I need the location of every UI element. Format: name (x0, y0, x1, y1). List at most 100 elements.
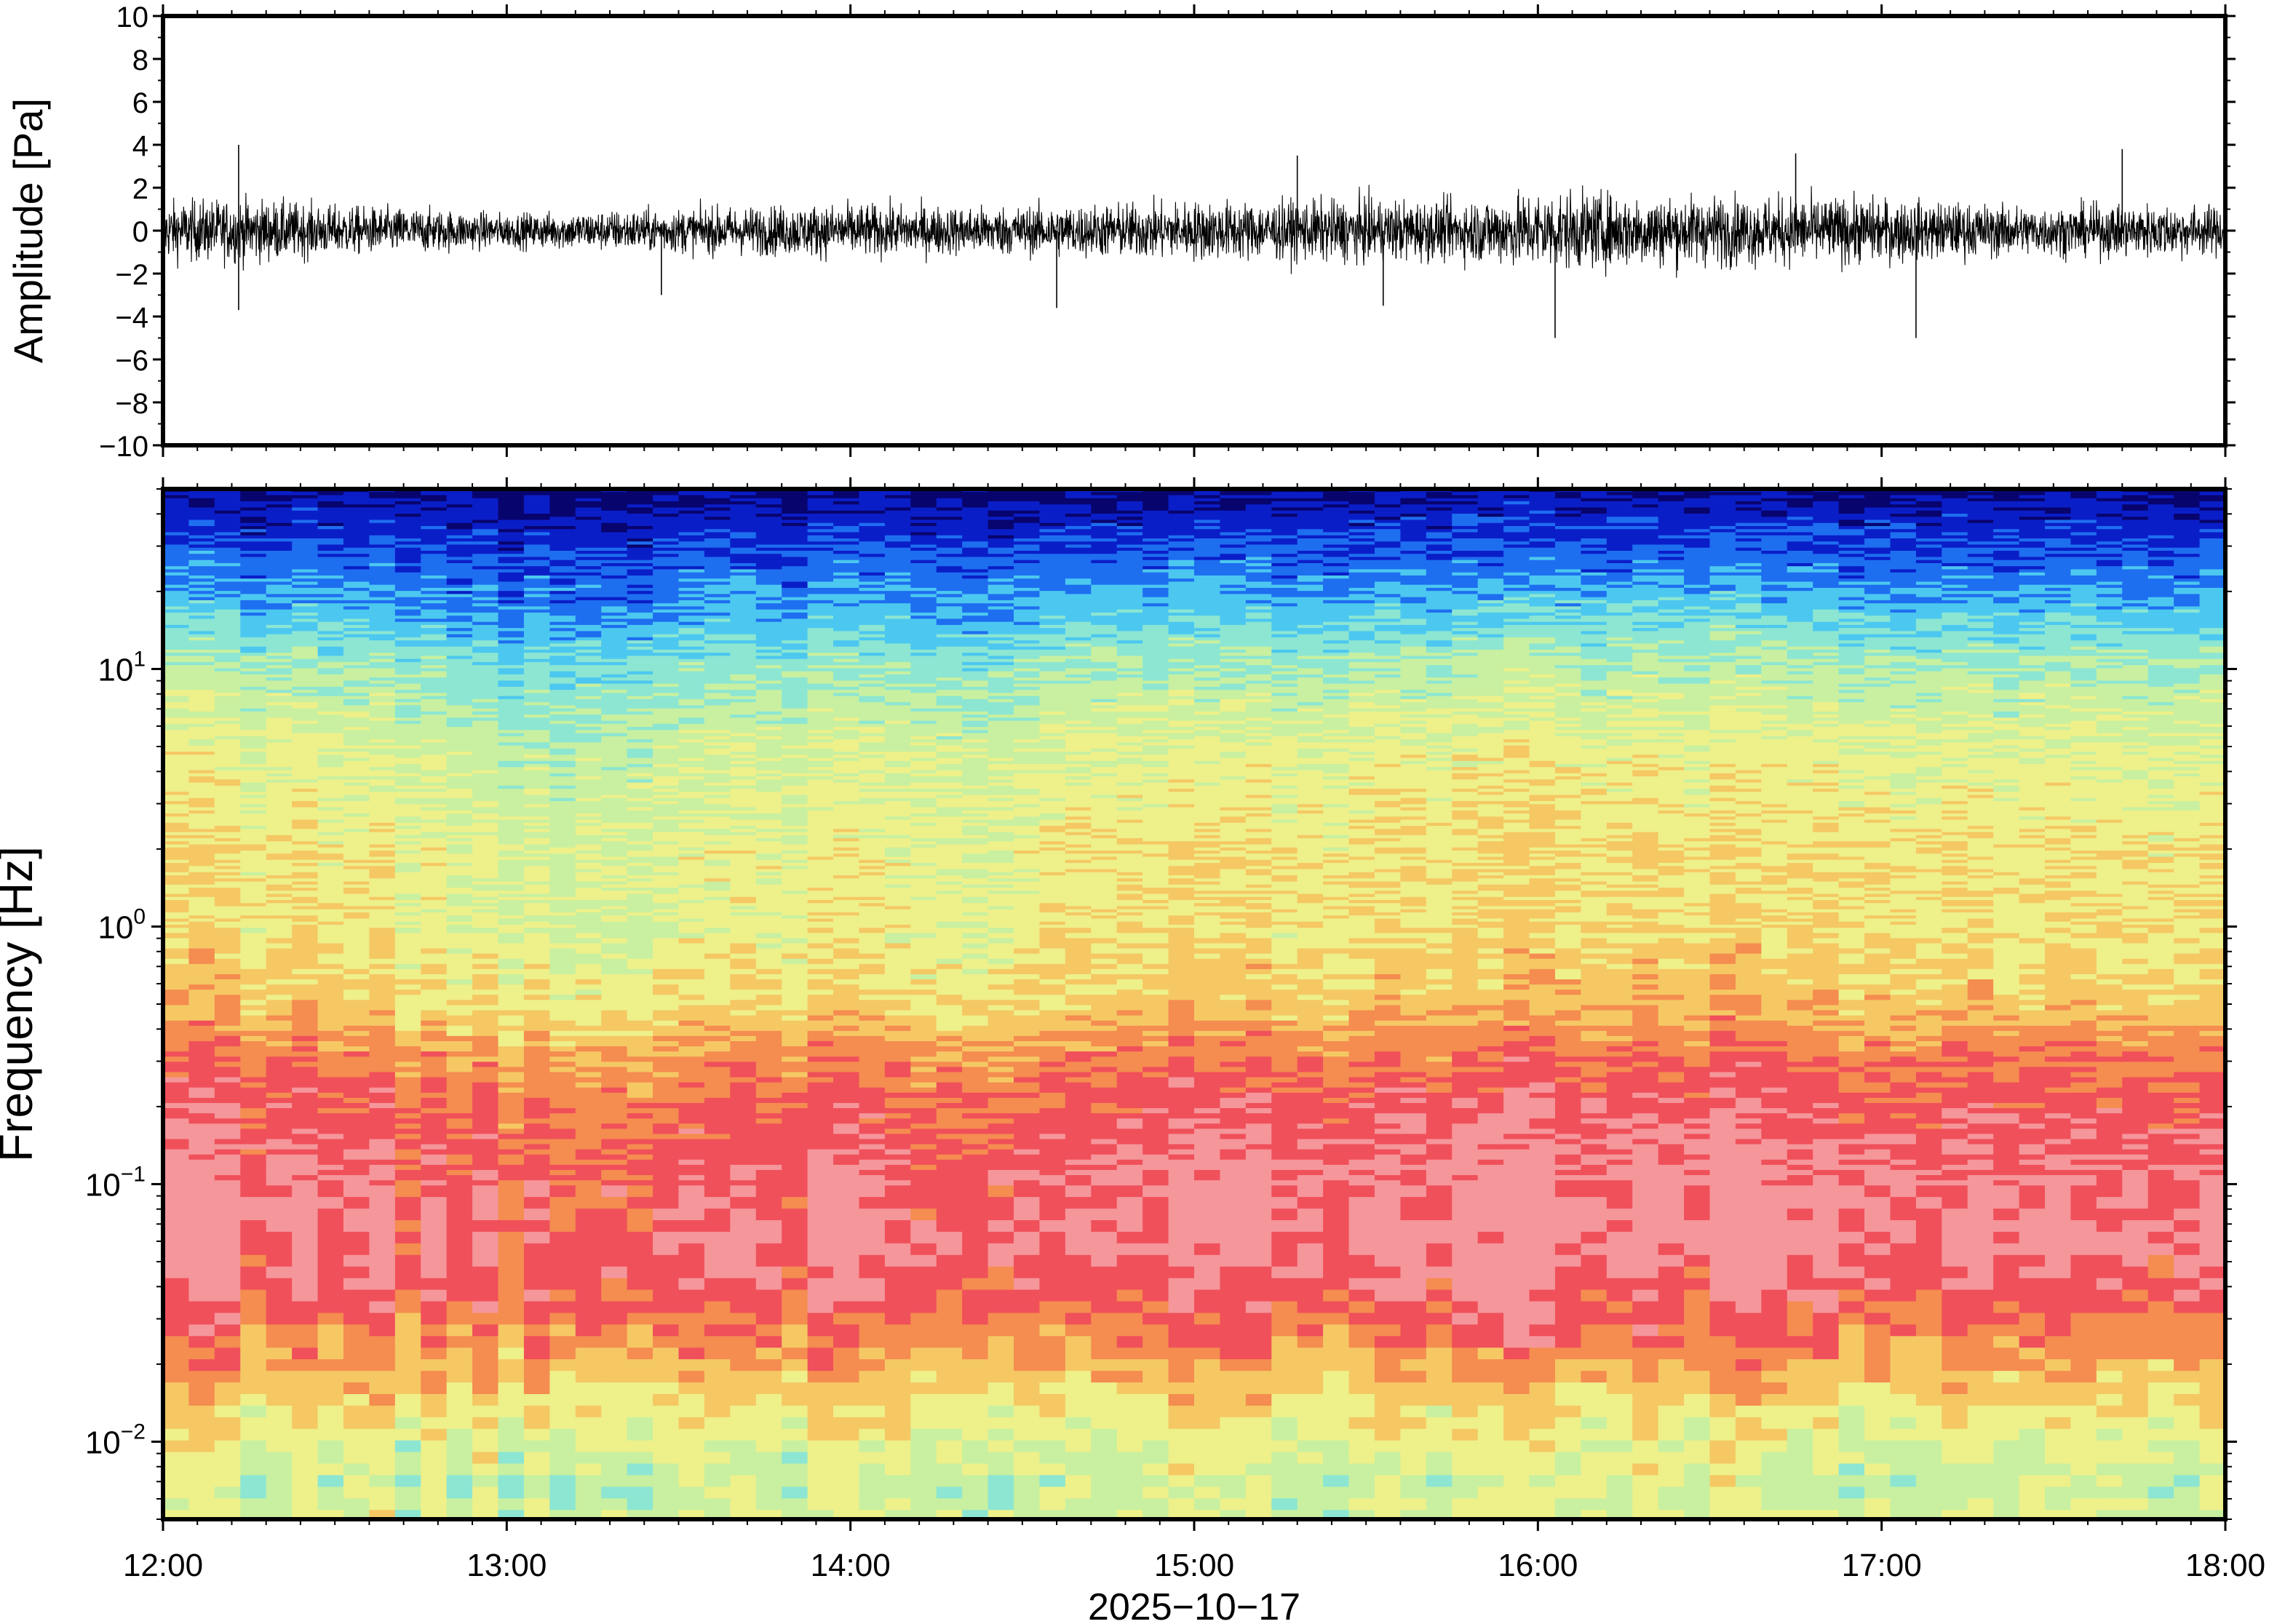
spectrogram-cell (266, 785, 293, 789)
spectrogram-cell (704, 547, 731, 552)
spectrogram-cell (214, 711, 241, 715)
spectrogram-cell (369, 1134, 396, 1140)
spectrogram-cell (601, 782, 628, 787)
spectrogram-cell (343, 1102, 370, 1109)
spectrogram-cell (446, 1056, 473, 1062)
spectrogram-cell (601, 1077, 628, 1083)
spectrogram-cell (188, 1209, 215, 1221)
spectrogram-cell (394, 1046, 421, 1052)
spectrogram-cell (678, 1164, 705, 1171)
spectrogram-cell (653, 708, 680, 712)
spectrogram-cell (601, 535, 628, 539)
spectrogram-cell (627, 557, 653, 561)
spectrogram-cell (421, 591, 448, 595)
spectrogram-cell (343, 513, 370, 517)
spectrogram-cell (653, 1040, 680, 1047)
spectrogram-cell (523, 1289, 550, 1302)
spectrogram-cell (472, 658, 499, 663)
spectrogram-cell (523, 878, 550, 883)
spectrogram-cell (678, 909, 705, 913)
spectrogram-cell (343, 938, 370, 944)
spectrogram-cell (575, 1417, 602, 1430)
spectrogram-cell (421, 653, 448, 656)
spectrogram-cell (575, 690, 602, 693)
spectrogram-cell (523, 674, 550, 678)
spectrogram-cell (678, 1185, 705, 1198)
spectrogram-cell (627, 1220, 653, 1233)
spectrogram-cell (421, 686, 448, 690)
spectrogram-cell (653, 968, 680, 975)
spectrogram-cell (523, 566, 550, 570)
spectrogram-cell (394, 698, 421, 703)
spectrogram-cell (317, 1185, 344, 1198)
spectrogram-cell (343, 532, 370, 536)
spectrogram-cell (627, 1118, 653, 1124)
spectrogram-cell (678, 1025, 705, 1032)
spectrogram-cell (188, 1062, 215, 1067)
spectrogram-cell (446, 789, 473, 792)
spectrogram-cell (549, 773, 576, 777)
spectrogram-cell (446, 1154, 473, 1161)
spectrogram-cell (421, 1020, 448, 1027)
spectrogram-cell (653, 1020, 680, 1027)
spectrogram-cell (292, 829, 319, 833)
spectrogram-cell (163, 1097, 190, 1104)
spectrogram-cell (472, 915, 499, 920)
spectrogram-cell (317, 609, 344, 613)
spectrogram-cell (394, 1159, 421, 1166)
spectrogram-cell (163, 912, 190, 916)
spectrogram-cell (292, 891, 319, 895)
spectrogram-cell (678, 896, 705, 901)
spectrogram-cell (678, 789, 705, 792)
spectrogram-cell (627, 591, 653, 595)
spectrogram-cell (317, 1010, 344, 1016)
spectrogram-cell (214, 1220, 241, 1233)
spectrogram-cell (266, 575, 293, 579)
spectrogram-cell (653, 686, 680, 690)
spectrogram-cell (704, 835, 731, 839)
spectrogram-cell (601, 1313, 628, 1325)
spectrogram-cell (292, 1010, 319, 1016)
spectrogram-cell (317, 829, 344, 833)
spectrogram-cell (446, 773, 473, 777)
spectrogram-cell (549, 915, 576, 920)
spectrogram-cell (627, 1289, 653, 1302)
spectrogram-cell (523, 1220, 550, 1233)
spectrogram-cell (601, 1056, 628, 1062)
spectrogram-cell (240, 872, 267, 876)
spectrogram-cell (523, 569, 550, 573)
spectrogram-cell (266, 1077, 293, 1083)
spectrogram-cell (369, 529, 396, 533)
spectrogram-cell (343, 653, 370, 656)
spectrogram-cell (627, 1040, 653, 1047)
spectrogram-cell (523, 618, 550, 623)
spectrogram-cell (446, 1108, 473, 1114)
spectrogram-cell (266, 1097, 293, 1104)
spectrogram-cell (266, 730, 293, 734)
spectrogram-cell (394, 566, 421, 570)
spectrogram-cell (240, 1035, 267, 1042)
spectrogram-cell (317, 658, 344, 663)
spectrogram-cell (627, 640, 653, 644)
spectrogram-cell (472, 826, 499, 829)
spectrogram-cell (214, 1067, 241, 1073)
spectrogram-cell (472, 550, 499, 554)
spectrogram-cell (678, 1475, 705, 1487)
spectrogram-cell (394, 600, 421, 604)
spectrogram-cell (704, 866, 731, 870)
spectrogram-cell (472, 683, 499, 688)
spectrogram-cell (163, 819, 190, 824)
spectrogram-cell (498, 819, 525, 824)
spectrogram-cell (343, 581, 370, 586)
spectrogram-cell (549, 1072, 576, 1078)
spectrogram-cell (575, 745, 602, 749)
spectrogram-cell (446, 813, 473, 817)
spectrogram-cell (678, 513, 705, 517)
spectrogram-cell (369, 550, 396, 554)
spectrogram-cell (163, 624, 190, 629)
spectrogram-cell (266, 554, 293, 558)
spectrogram-cell (188, 612, 215, 616)
spectrogram-cell (575, 624, 602, 629)
spectrogram-cell (163, 646, 190, 650)
spectrogram-cell (523, 990, 550, 995)
